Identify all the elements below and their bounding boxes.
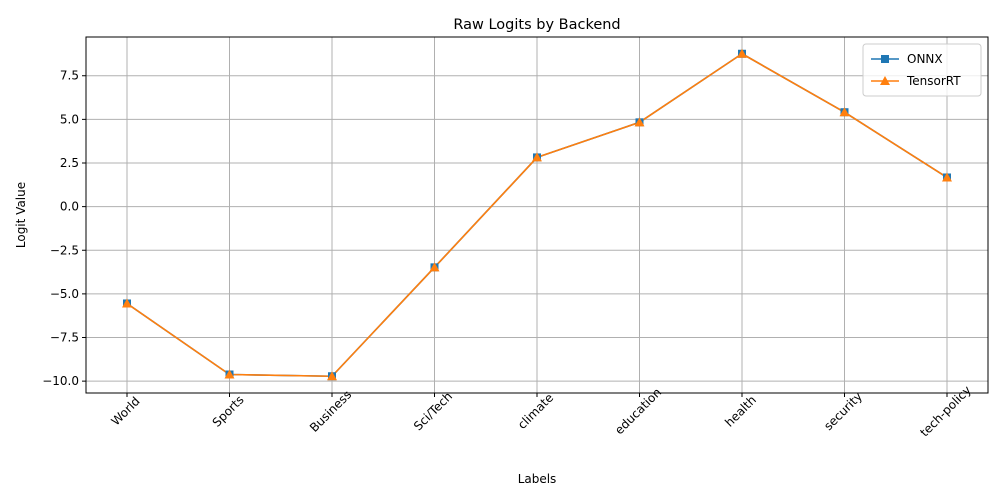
data-point-tensorrt: [737, 48, 747, 58]
x-axis-title: Labels: [518, 472, 557, 486]
legend-label-tensorrt: TensorRT: [906, 74, 961, 88]
series-markers: [122, 48, 952, 381]
legend-marker-onnx: [881, 55, 889, 63]
legend-box: [862, 43, 982, 97]
grid: [86, 37, 988, 393]
data-point-tensorrt: [429, 262, 440, 272]
data-point-tensorrt: [942, 172, 952, 182]
data-point-tensorrt: [839, 107, 850, 117]
y-tick-label: −7.5: [50, 331, 79, 345]
y-tick-label: 2.5: [60, 156, 79, 170]
y-tick-label: 7.5: [60, 69, 79, 83]
y-tick-label: −2.5: [50, 243, 79, 257]
y-tick-label: 0.0: [60, 200, 79, 214]
y-axis: −10.0 −7.5 −5.0 −2.5 0.0 2.5 5.0 7.5: [42, 69, 86, 388]
data-point-tensorrt: [224, 369, 235, 379]
legend-marker-tensorrt: [880, 76, 890, 85]
legend-label-onnx: ONNX: [907, 52, 943, 66]
y-tick-label: 5.0: [60, 112, 79, 126]
data-point-tensorrt: [532, 152, 542, 162]
data-point-tensorrt: [327, 371, 337, 381]
data-point-tensorrt: [634, 117, 645, 127]
y-tick-label: −10.0: [42, 374, 79, 388]
data-point-tensorrt: [122, 298, 132, 308]
y-tick-label: −5.0: [50, 287, 79, 301]
legend: ONNX TensorRT: [862, 43, 982, 97]
y-axis-title: Logit Value: [14, 182, 28, 248]
chart-title: Raw Logits by Backend: [453, 17, 620, 33]
